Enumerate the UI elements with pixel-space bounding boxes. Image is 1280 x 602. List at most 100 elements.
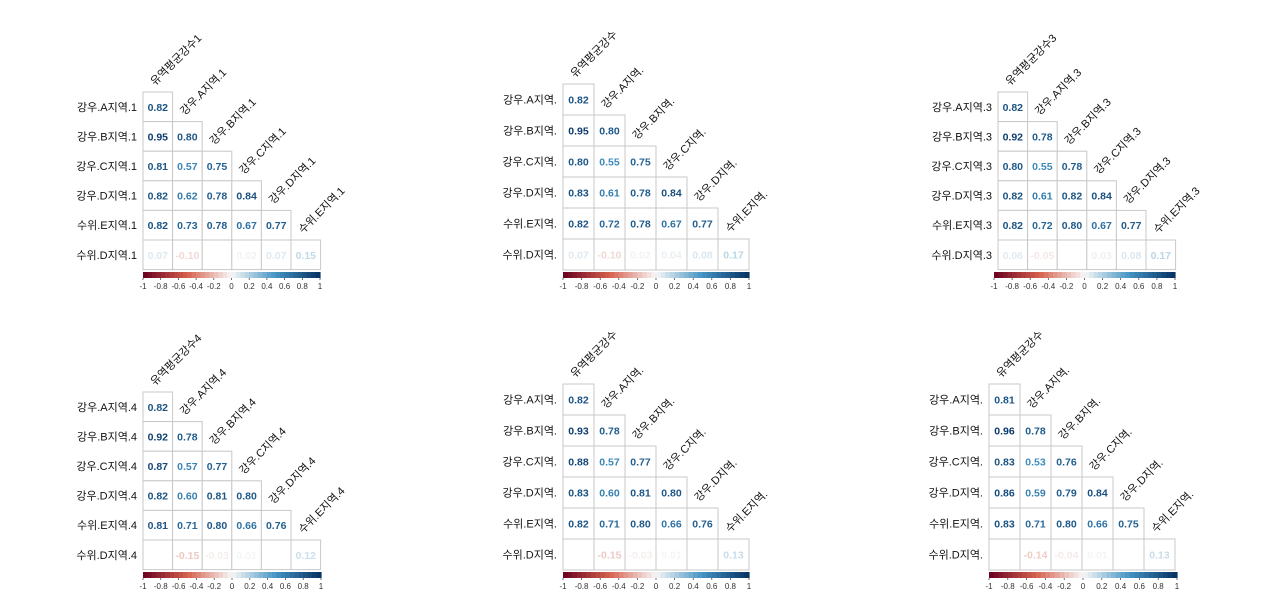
colorbar-segment [245,572,251,578]
corr-cell [655,538,688,571]
colorbar-tick-label: 0.4 [262,582,274,591]
colorbar-tick-label: -0.6 [593,282,607,291]
colorbar-segment [147,572,153,578]
colorbar-segment [711,272,718,278]
colorbar-segment [702,272,708,278]
corr-cell [142,421,174,452]
colorbar-segment [1054,572,1061,578]
colorbar-segment [1130,572,1136,578]
colorbar-tick-label: 0 [654,282,659,291]
colorbar-segment [227,272,233,278]
corr-cell [1019,507,1052,540]
colorbar-tick-label: 1 [1175,582,1180,591]
colorbar-tick-label: 0.6 [1133,282,1145,291]
corr-value-label: 0.81 [630,488,651,500]
colorbar-segment [697,572,704,578]
colorbar-segment [191,572,197,578]
corr-value-label: 0.53 [1025,457,1046,469]
corr-cell [1112,538,1145,571]
corrplot-panel-1: 0.820.95 0.800.81 0.57 0.750.82 0.62 0.78 0.84… [76,32,347,291]
row-label: 수위.E지역. [503,218,557,231]
colorbar-segment [147,272,153,278]
colorbar-segment [590,572,597,578]
corr-cell [717,538,750,571]
corrplot-panel-2: 0.820.95 0.800.80 0.55 0.750.83 0.61 0.78 0.84… [502,28,770,291]
corr-value-label: 0.57 [599,457,620,469]
corr-value-label: 0.75 [1118,519,1139,531]
corr-cell [624,445,657,478]
colorbar-segment [1007,572,1014,578]
colorbar-segment [572,272,578,278]
corr-cell [1145,239,1177,271]
colorbar-segment [646,572,652,578]
colorbar-tick-label: 0.6 [279,282,291,291]
colorbar-segment [280,272,286,278]
colorbar-segment [1129,272,1135,278]
colorbar-tick-label: -0.6 [172,582,186,591]
colorbar-tick-label: -0.2 [1057,582,1071,591]
colorbar-segment [306,272,312,278]
colorbar-segment [1120,572,1126,578]
colorbar-segment [1170,272,1176,278]
corr-cell [1081,507,1114,540]
corr-value-label: 0.82 [568,395,589,407]
colorbar-segment [284,272,290,278]
corr-value-label: -0.10 [598,250,622,262]
corr-value-label: 0.86 [994,488,1015,500]
colorbar-segment [1036,572,1042,578]
colorbar-segment [205,572,211,578]
colorbar-tick-label: -0.2 [631,282,645,291]
colorbar-segment [1093,272,1099,278]
colorbar-tick-label: -1 [139,282,147,291]
corr-cell [624,476,657,509]
row-label: 수위.E지역.3 [932,219,992,232]
corr-value-label: 0.77 [266,220,287,232]
colorbar-segment [1073,572,1079,578]
corr-value-label: 0.82 [1062,191,1083,203]
corr-cell [260,539,292,571]
colorbar-tick-label: 0.6 [706,582,718,591]
corr-value-label: 0.12 [296,550,317,562]
corr-value-label: 0.07 [568,250,589,262]
column-label: 강우.D지역.4 [266,454,318,506]
colorbar-segment [1102,272,1108,278]
colorbar-tick-label: -0.4 [612,582,626,591]
corr-value-label: 0.07 [148,250,169,262]
colorbar-segment [1017,572,1023,578]
colorbar-tick-label: 0.8 [725,582,737,591]
colorbar-tick-label: 0.8 [297,282,309,291]
corr-value-label: 0.93 [568,426,589,438]
column-label: 유역평균강수 [568,328,620,380]
colorbar-segment [253,272,259,278]
corr-value-label: 0.72 [599,219,620,231]
corr-value-label: 0.82 [568,219,589,231]
colorbar-segment [178,572,184,578]
corr-value-label: 0.82 [1003,220,1024,232]
colorbar-segment [744,572,750,578]
corr-value-label: 0.17 [1151,250,1172,262]
colorbar-segment [1079,272,1086,278]
colorbar-segment [1165,272,1172,278]
corr-cell [231,209,262,241]
colorbar-segment [707,272,713,278]
colorbar-segment [642,572,648,578]
row-label: 수위.E지역. [929,518,983,531]
colorbar-segment [697,272,704,278]
column-label: 유역평균강수3 [1003,32,1059,88]
colorbar-tick-label: 0.4 [1115,282,1127,291]
row-label: 강우.D지역.4 [76,490,137,503]
colorbar-segment [222,272,228,278]
colorbar-segment [716,572,722,578]
colorbar-segment [1152,272,1158,278]
colorbar-segment [683,272,690,278]
corr-value-label: 0.76 [692,519,713,531]
colorbar-segment [223,572,229,578]
row-label: 수위.D지역.4 [76,549,137,562]
colorbar-tick-label: 1 [319,582,324,591]
colorbar-segment [156,572,162,578]
colorbar-segment [590,272,597,278]
row-label: 강우.C지역. [928,456,983,469]
corr-value-label: -0.10 [175,250,199,262]
corr-value-label: 0.71 [1025,519,1046,531]
colorbar-tick-label: 0 [654,582,659,591]
